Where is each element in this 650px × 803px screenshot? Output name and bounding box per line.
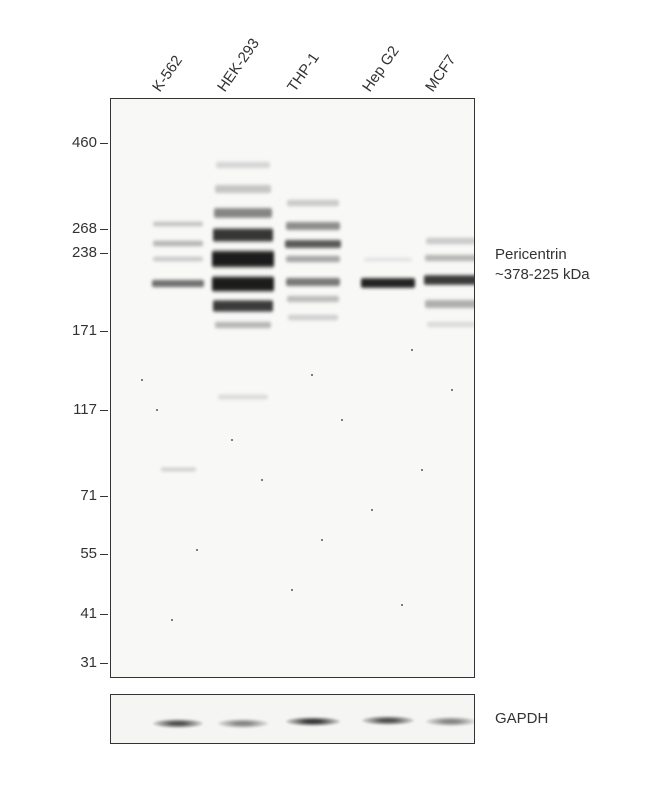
protein-band bbox=[425, 299, 475, 309]
noise-speck bbox=[411, 349, 413, 351]
noise-speck bbox=[231, 439, 233, 441]
noise-speck bbox=[451, 389, 453, 391]
mw-marker: 238 bbox=[52, 244, 97, 261]
noise-speck bbox=[371, 509, 373, 511]
noise-speck bbox=[261, 479, 263, 481]
protein-band bbox=[425, 254, 475, 262]
protein-band bbox=[216, 161, 270, 169]
loading-band bbox=[426, 717, 475, 726]
loading-band bbox=[153, 719, 203, 728]
loading-control-panel bbox=[110, 694, 475, 744]
protein-band bbox=[153, 221, 203, 227]
noise-speck bbox=[311, 374, 313, 376]
noise-speck bbox=[141, 379, 143, 381]
protein-band bbox=[288, 314, 338, 321]
mw-marker: 41 bbox=[52, 605, 97, 622]
protein-band bbox=[161, 467, 196, 472]
mw-marker: 31 bbox=[52, 654, 97, 671]
mw-tick bbox=[100, 614, 108, 615]
protein-band bbox=[286, 221, 340, 231]
mw-tick bbox=[100, 663, 108, 664]
noise-speck bbox=[421, 469, 423, 471]
noise-speck bbox=[291, 589, 293, 591]
protein-band bbox=[286, 277, 340, 287]
protein-band bbox=[361, 277, 415, 289]
protein-band bbox=[153, 240, 203, 247]
protein-band bbox=[152, 279, 204, 288]
protein-band bbox=[214, 207, 272, 219]
mw-tick bbox=[100, 410, 108, 411]
protein-band bbox=[153, 256, 203, 262]
protein-band bbox=[287, 295, 339, 303]
lane-label: Hep G2 bbox=[359, 43, 403, 95]
loading-band bbox=[286, 717, 340, 726]
mw-marker: 117 bbox=[52, 401, 97, 418]
protein-band bbox=[285, 239, 341, 249]
protein-band bbox=[213, 299, 273, 313]
loading-control-label: GAPDH bbox=[495, 710, 548, 727]
protein-band bbox=[287, 199, 339, 207]
main-blot-inner bbox=[111, 99, 474, 677]
protein-band bbox=[427, 321, 475, 328]
noise-speck bbox=[196, 549, 198, 551]
western-blot-figure: K-562 HEK-293 THP-1 Hep G2 MCF7 460 268 238 171… bbox=[0, 0, 650, 803]
mw-tick bbox=[100, 331, 108, 332]
mw-tick bbox=[100, 229, 108, 230]
mw-tick bbox=[100, 143, 108, 144]
mw-tick bbox=[100, 496, 108, 497]
noise-speck bbox=[156, 409, 158, 411]
protein-band bbox=[286, 255, 340, 263]
protein-band bbox=[213, 227, 273, 243]
noise-speck bbox=[321, 539, 323, 541]
mw-marker: 268 bbox=[52, 220, 97, 237]
mw-marker: 55 bbox=[52, 545, 97, 562]
protein-band bbox=[424, 274, 475, 286]
noise-speck bbox=[341, 419, 343, 421]
loading-band bbox=[362, 716, 414, 725]
protein-band bbox=[215, 321, 271, 329]
protein-band bbox=[426, 237, 475, 245]
lane-label: K-562 bbox=[149, 52, 186, 95]
protein-band bbox=[212, 249, 274, 269]
mw-tick bbox=[100, 253, 108, 254]
target-name: Pericentrin bbox=[495, 246, 567, 263]
mw-marker: 171 bbox=[52, 322, 97, 339]
protein-band bbox=[212, 275, 274, 293]
mw-marker: 71 bbox=[52, 487, 97, 504]
main-blot-panel bbox=[110, 98, 475, 678]
protein-band bbox=[215, 184, 271, 194]
loading-band bbox=[218, 719, 268, 728]
protein-band bbox=[364, 257, 412, 262]
noise-speck bbox=[171, 619, 173, 621]
protein-band bbox=[218, 394, 268, 400]
target-size: ~378-225 kDa bbox=[495, 266, 590, 283]
lane-label: THP-1 bbox=[284, 50, 323, 95]
mw-tick bbox=[100, 554, 108, 555]
mw-marker: 460 bbox=[52, 134, 97, 151]
lane-label: HEK-293 bbox=[214, 35, 263, 95]
noise-speck bbox=[401, 604, 403, 606]
target-protein-label: Pericentrin ~378-225 kDa bbox=[495, 245, 590, 284]
lane-label: MCF7 bbox=[422, 52, 459, 95]
lane-labels-container: K-562 HEK-293 THP-1 Hep G2 MCF7 bbox=[115, 15, 475, 95]
